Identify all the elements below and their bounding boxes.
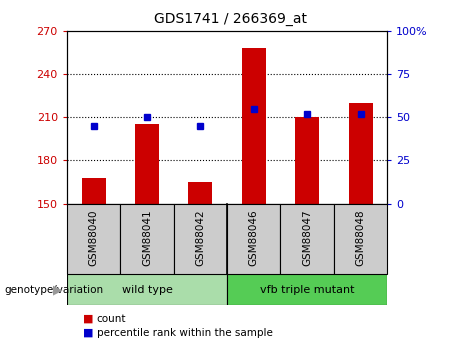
Bar: [82, 178, 106, 204]
Text: GSM88041: GSM88041: [142, 209, 152, 266]
Bar: [349, 103, 372, 204]
Text: percentile rank within the sample: percentile rank within the sample: [97, 328, 273, 338]
Bar: [120, 204, 174, 274]
Bar: [174, 204, 227, 274]
Text: GDS1741 / 266369_at: GDS1741 / 266369_at: [154, 12, 307, 26]
Bar: [334, 204, 387, 274]
Text: GSM88047: GSM88047: [302, 209, 312, 266]
Bar: [242, 48, 266, 204]
Text: ■: ■: [83, 314, 94, 324]
Bar: [67, 204, 120, 274]
Text: genotype/variation: genotype/variation: [5, 285, 104, 295]
Bar: [295, 117, 319, 204]
Bar: [135, 125, 159, 204]
Text: vfb triple mutant: vfb triple mutant: [260, 285, 355, 295]
Bar: [280, 204, 334, 274]
Bar: [227, 274, 387, 305]
Bar: [227, 204, 280, 274]
Text: wild type: wild type: [122, 285, 172, 295]
Text: GSM88048: GSM88048: [355, 209, 366, 266]
Bar: [189, 182, 213, 204]
Text: ▶: ▶: [53, 283, 62, 296]
Text: GSM88040: GSM88040: [89, 209, 99, 266]
Text: GSM88042: GSM88042: [195, 209, 205, 266]
Text: count: count: [97, 314, 126, 324]
Text: ■: ■: [83, 328, 94, 338]
Bar: [67, 274, 227, 305]
Text: GSM88046: GSM88046: [249, 209, 259, 266]
